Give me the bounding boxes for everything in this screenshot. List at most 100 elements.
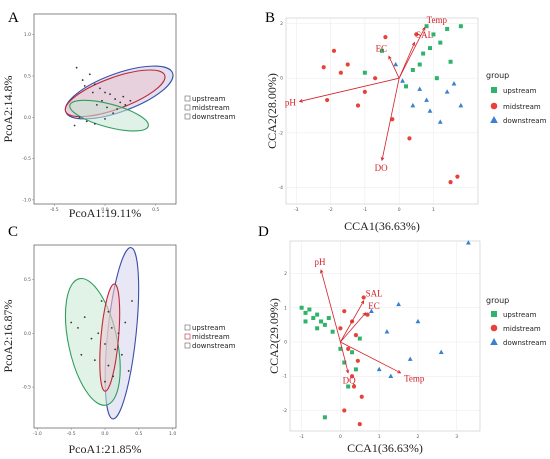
data-point-a bbox=[78, 116, 81, 119]
data-point-upstream-d bbox=[315, 326, 320, 331]
data-point-midstream-b bbox=[383, 35, 388, 40]
legend-key-midstream-a bbox=[184, 104, 191, 111]
vector-line-temp-d bbox=[340, 341, 401, 374]
x-tick-label-d: 0 bbox=[339, 434, 342, 440]
legend-key-downstream-a bbox=[184, 113, 191, 120]
data-point-upstream-b bbox=[458, 24, 463, 29]
data-point-upstream-d bbox=[311, 316, 316, 321]
legend-circle-midstream-b bbox=[490, 102, 498, 110]
legend-circle-midstream-d bbox=[490, 324, 498, 332]
data-point-midstream-b bbox=[321, 65, 326, 70]
legend-label-downstream-a: downstream bbox=[192, 113, 236, 121]
vector-label-sal-b: SAL bbox=[416, 30, 433, 40]
x-tick-label-c: 0.5 bbox=[135, 431, 142, 437]
legend-label-midstream-d: midstream bbox=[503, 325, 541, 333]
vector-line-ec-b bbox=[388, 56, 400, 79]
data-point-downstream-d bbox=[407, 356, 413, 361]
plot-content-c: 0.5 0.0 -0.5 -1.0 -0.5 0.0 0.5 1.0 bbox=[22, 247, 176, 437]
vector-label-do-b: DO bbox=[375, 163, 388, 173]
data-point-downstream-b bbox=[393, 61, 399, 67]
data-point-downstream-b bbox=[444, 89, 450, 94]
data-point-upstream-b bbox=[448, 59, 453, 64]
data-point-upstream-b bbox=[428, 46, 432, 51]
panel-b-cca: B -3 -2 -1 0 1 2 0 -2 -4 Temp SAL EC pH DO CCA1(36.63… bbox=[265, 10, 547, 233]
x-tick-label-c: 0.0 bbox=[101, 431, 108, 437]
data-point-midstream-d bbox=[351, 384, 357, 389]
x-tick-label-b: 1 bbox=[432, 207, 435, 213]
panel-d-cca: D -1 0 1 2 3 2 1 0 -1 -2 pH SAL EC Temp DQ CCA1(36.63%… bbox=[258, 224, 547, 455]
data-point-c bbox=[124, 321, 127, 324]
y-tick-label-d: 1 bbox=[284, 305, 287, 311]
data-point-a bbox=[122, 95, 125, 98]
data-point-c bbox=[83, 316, 86, 319]
data-point-downstream-d bbox=[396, 301, 401, 307]
y-tick-label-b: 2 bbox=[280, 21, 283, 27]
data-point-upstream-b bbox=[445, 26, 450, 31]
legend-key-upstream-a bbox=[184, 95, 191, 102]
data-point-downstream-b bbox=[400, 78, 405, 83]
x-tick-label-d: -1 bbox=[299, 434, 304, 440]
vector-label-ph-b: pH bbox=[285, 97, 297, 107]
x-tick-label-b: -3 bbox=[294, 207, 299, 213]
data-point-c bbox=[90, 337, 93, 340]
x-tick-label-d: 2 bbox=[417, 434, 420, 440]
vector-label-dq-d: DQ bbox=[343, 376, 356, 386]
data-point-downstream-d bbox=[376, 366, 382, 372]
data-point-c bbox=[110, 326, 113, 329]
vector-label-temp-b: Temp bbox=[427, 15, 448, 25]
panel-letter-b: B bbox=[265, 10, 275, 26]
data-point-upstream-d bbox=[330, 329, 335, 334]
y-tick-label-c: -0.5 bbox=[22, 385, 31, 391]
data-point-c bbox=[114, 348, 117, 351]
data-point-midstream-b bbox=[338, 70, 343, 75]
x-axis-title-b: CCA1(36.63%) bbox=[344, 219, 420, 233]
legend-title-d: group bbox=[486, 296, 509, 305]
data-point-midstream-b bbox=[373, 76, 378, 81]
y-tick-label-d: -1 bbox=[283, 374, 288, 380]
vector-line-ec-d bbox=[340, 312, 366, 343]
y-tick-label-a: -0.5 bbox=[22, 156, 31, 162]
ellipse-midstream-c bbox=[99, 283, 121, 392]
data-point-downstream-b bbox=[410, 102, 416, 108]
data-point-midstream-b bbox=[414, 32, 419, 37]
group-legend-b: group upstream midstream downstream bbox=[486, 71, 547, 125]
vector-arrowhead-ec-b bbox=[388, 55, 392, 60]
data-point-upstream-d bbox=[299, 305, 304, 310]
data-point-upstream-d bbox=[338, 346, 343, 351]
data-point-c bbox=[104, 380, 106, 383]
data-point-upstream-d bbox=[307, 307, 312, 312]
data-point-a bbox=[93, 122, 96, 125]
vector-arrowhead-sal-b bbox=[411, 41, 416, 46]
data-point-a bbox=[124, 103, 127, 106]
data-point-midstream-b bbox=[331, 48, 337, 53]
data-point-c bbox=[80, 353, 83, 356]
y-axis-title-d: CCA2(29.09%) bbox=[267, 298, 281, 374]
data-point-a bbox=[88, 73, 91, 76]
y-tick-label-a: 1.0 bbox=[24, 32, 31, 38]
data-point-a bbox=[116, 108, 119, 110]
data-point-a bbox=[85, 120, 88, 123]
legend-label-upstream-d: upstream bbox=[503, 311, 537, 319]
data-point-c bbox=[121, 353, 123, 356]
panel-c-pcoa: C 0.5 0.0 -0.5 -1.0 -0.5 0.0 0.5 1.0 PcoA1:21.8… bbox=[1, 224, 236, 456]
data-point-upstream-b bbox=[434, 76, 439, 81]
data-point-upstream-d bbox=[303, 310, 308, 315]
panel-letter-d: D bbox=[258, 224, 269, 240]
data-point-midstream-d bbox=[338, 326, 343, 331]
data-point-midstream-b bbox=[455, 174, 460, 179]
data-point-upstream-b bbox=[431, 32, 436, 37]
data-point-c bbox=[127, 370, 130, 372]
y-tick-label-d: -2 bbox=[283, 408, 288, 414]
data-point-downstream-d bbox=[465, 240, 471, 245]
y-tick-label-b: -4 bbox=[279, 185, 284, 191]
data-point-midstream-d bbox=[342, 309, 347, 314]
group-legend-d: group upstream midstream downstream bbox=[486, 296, 547, 347]
ellipse-upstream-a bbox=[69, 99, 149, 132]
data-point-a bbox=[114, 98, 117, 100]
panel-letter-c: C bbox=[8, 224, 18, 240]
data-point-upstream-b bbox=[438, 40, 443, 45]
vector-arrowhead-ph-d bbox=[319, 269, 324, 274]
vector-label-temp-d: Temp bbox=[404, 374, 425, 384]
vector-arrowhead-sal-d bbox=[360, 300, 365, 305]
vector-label-ec-b: EC bbox=[376, 44, 388, 54]
